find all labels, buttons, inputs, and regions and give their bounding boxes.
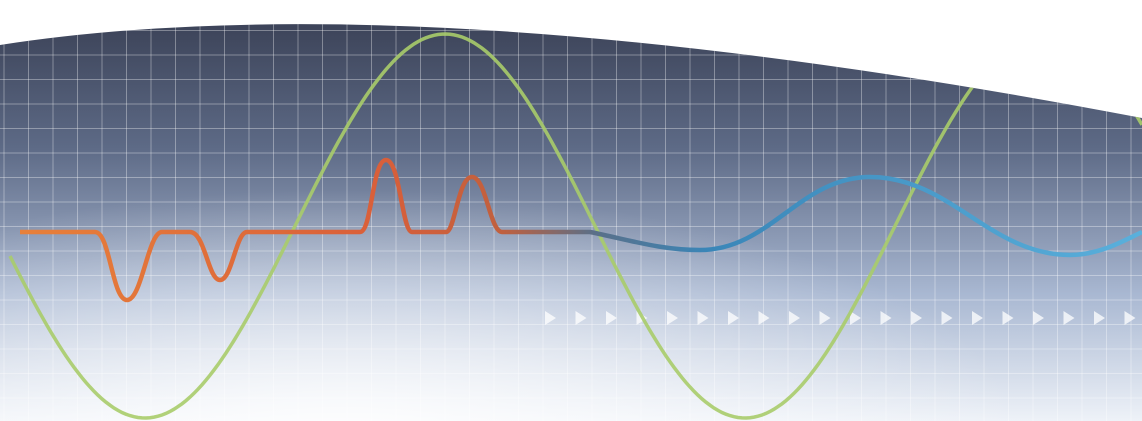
arrow <box>850 311 861 325</box>
arrow <box>545 311 556 325</box>
arrow <box>1094 311 1105 325</box>
arrow <box>941 311 953 325</box>
arrow <box>758 311 770 325</box>
arrows <box>545 311 1136 325</box>
arrow <box>819 311 831 325</box>
arrow <box>911 311 922 325</box>
arrow <box>972 311 983 325</box>
arrow <box>697 311 709 325</box>
arrow <box>667 311 678 325</box>
arrow <box>880 311 892 325</box>
arrow <box>606 311 617 325</box>
arrow <box>575 311 587 325</box>
arrow <box>789 311 800 325</box>
arrow <box>1002 311 1014 325</box>
arrow <box>1063 311 1075 325</box>
signal-wave <box>20 157 1142 303</box>
arrow <box>728 311 739 325</box>
arrow <box>1033 311 1044 325</box>
green-wave <box>8 32 1142 420</box>
arrow <box>1124 311 1136 325</box>
